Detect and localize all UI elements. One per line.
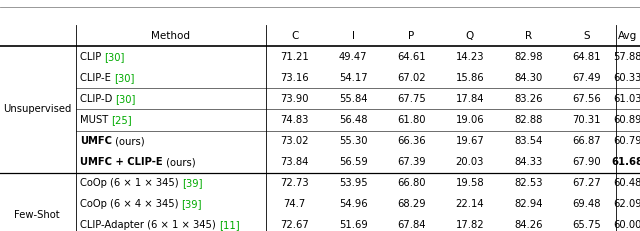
Text: 19.67: 19.67 — [456, 136, 484, 146]
Text: 22.14: 22.14 — [456, 199, 484, 209]
Text: 17.84: 17.84 — [456, 94, 484, 104]
Text: (ours): (ours) — [163, 157, 195, 167]
Text: 60.89: 60.89 — [614, 115, 640, 125]
Text: 72.67: 72.67 — [280, 220, 309, 230]
Text: 54.96: 54.96 — [339, 199, 367, 209]
Text: 19.06: 19.06 — [456, 115, 484, 125]
Text: CoOp (6 × 1 × 345): CoOp (6 × 1 × 345) — [80, 178, 182, 188]
Text: UMFC + CLIP-E: UMFC + CLIP-E — [80, 157, 163, 167]
Text: [30]: [30] — [114, 73, 134, 83]
Text: 73.84: 73.84 — [280, 157, 309, 167]
Text: 69.48: 69.48 — [572, 199, 601, 209]
Text: Unsupervised: Unsupervised — [3, 104, 71, 115]
Text: 17.82: 17.82 — [456, 220, 484, 230]
Text: 66.36: 66.36 — [397, 136, 426, 146]
Text: S: S — [583, 31, 590, 41]
Text: 82.53: 82.53 — [514, 178, 543, 188]
Text: 61.80: 61.80 — [397, 115, 426, 125]
Text: [30]: [30] — [115, 94, 136, 104]
Text: Avg: Avg — [618, 31, 637, 41]
Text: 61.68: 61.68 — [612, 157, 640, 167]
Text: 67.49: 67.49 — [572, 73, 601, 83]
Text: 60.79: 60.79 — [614, 136, 640, 146]
Text: 64.81: 64.81 — [572, 52, 601, 62]
Text: [39]: [39] — [182, 178, 202, 188]
Text: 54.17: 54.17 — [339, 73, 367, 83]
Text: 71.21: 71.21 — [280, 52, 309, 62]
Text: 67.90: 67.90 — [572, 157, 601, 167]
Text: [11]: [11] — [219, 220, 239, 230]
Text: 84.33: 84.33 — [514, 157, 542, 167]
Text: 84.30: 84.30 — [514, 73, 542, 83]
Text: CLIP-D: CLIP-D — [80, 94, 115, 104]
Text: 72.73: 72.73 — [280, 178, 309, 188]
Text: 53.95: 53.95 — [339, 178, 367, 188]
Text: 66.87: 66.87 — [572, 136, 601, 146]
Text: 82.98: 82.98 — [514, 52, 543, 62]
Text: UMFC: UMFC — [80, 136, 112, 146]
Text: 82.88: 82.88 — [514, 115, 542, 125]
Text: [39]: [39] — [182, 199, 202, 209]
Text: Method: Method — [151, 31, 190, 41]
Text: 74.83: 74.83 — [280, 115, 309, 125]
Text: 74.7: 74.7 — [284, 199, 306, 209]
Text: 19.58: 19.58 — [456, 178, 484, 188]
Text: 49.47: 49.47 — [339, 52, 367, 62]
Text: 65.75: 65.75 — [572, 220, 601, 230]
Text: 83.54: 83.54 — [514, 136, 542, 146]
Text: 14.23: 14.23 — [456, 52, 484, 62]
Text: 73.90: 73.90 — [280, 94, 309, 104]
Text: 70.31: 70.31 — [572, 115, 601, 125]
Text: 62.09: 62.09 — [614, 199, 640, 209]
Text: 55.30: 55.30 — [339, 136, 367, 146]
Text: P: P — [408, 31, 415, 41]
Text: CLIP-Adapter (6 × 1 × 345): CLIP-Adapter (6 × 1 × 345) — [80, 220, 219, 230]
Text: 73.16: 73.16 — [280, 73, 309, 83]
Text: 55.84: 55.84 — [339, 94, 367, 104]
Text: Q: Q — [466, 31, 474, 41]
Text: 67.84: 67.84 — [397, 220, 426, 230]
Text: CoOp (6 × 4 × 345): CoOp (6 × 4 × 345) — [80, 199, 182, 209]
Text: 56.48: 56.48 — [339, 115, 367, 125]
Text: 60.48: 60.48 — [614, 178, 640, 188]
Text: 51.69: 51.69 — [339, 220, 367, 230]
Text: (ours): (ours) — [112, 136, 145, 146]
Text: MUST: MUST — [80, 115, 111, 125]
Text: 20.03: 20.03 — [456, 157, 484, 167]
Text: 60.33: 60.33 — [614, 73, 640, 83]
Text: 56.59: 56.59 — [339, 157, 367, 167]
Text: 67.75: 67.75 — [397, 94, 426, 104]
Text: 67.39: 67.39 — [397, 157, 426, 167]
Text: 67.56: 67.56 — [572, 94, 601, 104]
Text: C: C — [291, 31, 298, 41]
Text: 82.94: 82.94 — [514, 199, 543, 209]
Text: R: R — [525, 31, 532, 41]
Text: 73.02: 73.02 — [280, 136, 309, 146]
Text: CLIP-E: CLIP-E — [80, 73, 114, 83]
Text: 15.86: 15.86 — [456, 73, 484, 83]
Text: 67.27: 67.27 — [572, 178, 601, 188]
Text: 66.80: 66.80 — [397, 178, 426, 188]
Text: 83.26: 83.26 — [514, 94, 543, 104]
Text: 60.00: 60.00 — [614, 220, 640, 230]
Text: 61.03: 61.03 — [614, 94, 640, 104]
Text: I: I — [351, 31, 355, 41]
Text: 64.61: 64.61 — [397, 52, 426, 62]
Text: 68.29: 68.29 — [397, 199, 426, 209]
Text: [30]: [30] — [104, 52, 125, 62]
Text: 57.88: 57.88 — [614, 52, 640, 62]
Text: [25]: [25] — [111, 115, 132, 125]
Text: Few-Shot: Few-Shot — [14, 210, 60, 220]
Text: 67.02: 67.02 — [397, 73, 426, 83]
Text: CLIP: CLIP — [80, 52, 104, 62]
Text: 84.26: 84.26 — [514, 220, 543, 230]
